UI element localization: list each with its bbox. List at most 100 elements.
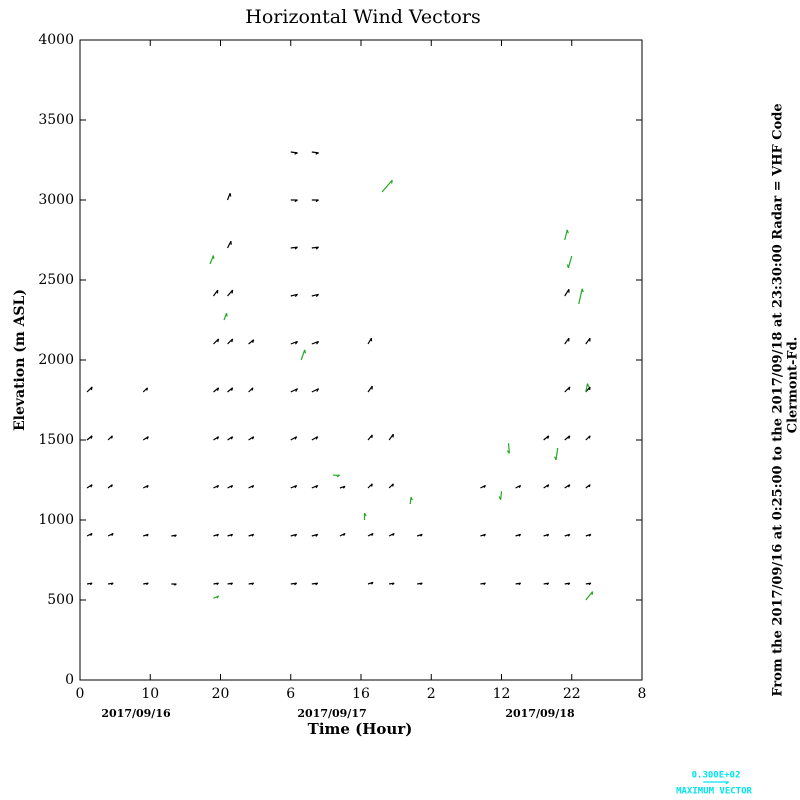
wind-vector bbox=[543, 533, 550, 537]
wind-vector bbox=[543, 435, 550, 441]
wind-vector bbox=[213, 338, 220, 345]
wind-vector bbox=[417, 582, 423, 586]
wind-vector bbox=[480, 533, 486, 537]
wind-vector bbox=[409, 496, 413, 505]
wind-vector bbox=[248, 387, 254, 393]
max-vector bbox=[703, 781, 730, 785]
max-vector-caption: MAXIMUM VECTOR bbox=[676, 787, 752, 797]
wind-vector bbox=[367, 337, 373, 345]
wind-vector bbox=[585, 591, 594, 601]
wind-vector bbox=[578, 288, 584, 305]
y-tick-label: 3500 bbox=[38, 112, 74, 128]
wind-vector bbox=[515, 582, 522, 586]
chart-title: Horizontal Wind Vectors bbox=[245, 6, 480, 28]
wind-vector bbox=[142, 436, 149, 441]
wind-vector bbox=[290, 582, 298, 586]
wind-vector bbox=[108, 582, 114, 586]
wind-vector bbox=[227, 289, 234, 297]
date-label: 2017/09/17 bbox=[297, 707, 366, 720]
wind-vector bbox=[290, 484, 298, 489]
wind-vector bbox=[290, 293, 298, 298]
wind-vector bbox=[585, 383, 590, 393]
wind-vector bbox=[248, 582, 255, 586]
wind-vector bbox=[290, 340, 299, 345]
wind-vector bbox=[300, 349, 307, 361]
wind-vector bbox=[226, 192, 232, 201]
wind-vector bbox=[480, 582, 486, 586]
wind-vector bbox=[585, 435, 591, 441]
wind-vector bbox=[107, 435, 113, 441]
wind-vector bbox=[367, 385, 373, 393]
wind-vector bbox=[311, 151, 319, 155]
x-tick-label: 20 bbox=[212, 686, 230, 702]
wind-vector bbox=[554, 447, 559, 461]
wind-vector bbox=[86, 532, 93, 537]
wind-vector bbox=[515, 533, 522, 537]
side-text: From the 2017/09/16 at 0:25:00 to the 20… bbox=[771, 103, 786, 696]
wind-vector bbox=[543, 484, 550, 489]
x-tick-label: 6 bbox=[286, 686, 295, 702]
wind-vector bbox=[213, 436, 220, 441]
wind-vector bbox=[332, 474, 341, 478]
wind-vector bbox=[585, 533, 592, 537]
wind-vector bbox=[339, 532, 346, 537]
wind-vector bbox=[480, 484, 487, 489]
wind-vector bbox=[564, 435, 571, 441]
x-axis-label: Time (Hour) bbox=[308, 720, 413, 738]
wind-vector bbox=[290, 199, 298, 203]
wind-vector bbox=[564, 229, 569, 241]
wind-vector bbox=[107, 532, 114, 537]
wind-vector bbox=[339, 485, 346, 489]
x-tick-label: 12 bbox=[493, 686, 511, 702]
wind-vector bbox=[367, 483, 373, 489]
x-tick-label: 0 bbox=[76, 686, 85, 702]
y-tick-label: 0 bbox=[65, 672, 74, 688]
x-tick-label: 22 bbox=[563, 686, 581, 702]
wind-vector bbox=[227, 338, 234, 345]
wind-vector bbox=[142, 387, 149, 393]
wind-vector bbox=[212, 289, 219, 297]
x-tick-label: 16 bbox=[352, 686, 370, 702]
wind-vector bbox=[107, 484, 113, 489]
wind-vector bbox=[367, 532, 374, 537]
y-tick-label: 2000 bbox=[38, 352, 74, 368]
wind-vector bbox=[86, 582, 93, 586]
wind-vector bbox=[564, 533, 571, 537]
wind-vector bbox=[213, 387, 220, 393]
plot-frame bbox=[79, 39, 643, 681]
y-axis-label: Elevation (m ASL) bbox=[12, 289, 28, 431]
wind-vector bbox=[367, 581, 374, 585]
wind-vector bbox=[363, 512, 367, 520]
wind-vector bbox=[543, 582, 550, 586]
wind-vector bbox=[311, 533, 319, 537]
wind-vector bbox=[311, 436, 319, 441]
wind-vector bbox=[311, 293, 320, 298]
x-tick-label: 10 bbox=[141, 686, 159, 702]
wind-vector bbox=[585, 582, 592, 586]
wind-vector bbox=[227, 436, 234, 441]
wind-vector bbox=[248, 484, 255, 489]
wind-vector bbox=[367, 434, 373, 441]
wind-vector bbox=[311, 199, 319, 203]
wind-vector bbox=[564, 484, 571, 489]
wind-vector bbox=[143, 533, 149, 537]
wind-vector bbox=[171, 534, 177, 538]
wind-vector bbox=[171, 583, 177, 586]
wind-vector bbox=[142, 484, 149, 489]
max-vector-label: 0.300E+02 bbox=[692, 771, 741, 781]
x-tick-label: 2 bbox=[427, 686, 436, 702]
wind-vector bbox=[566, 255, 573, 269]
y-tick-label: 4000 bbox=[38, 32, 74, 48]
wind-vector bbox=[290, 388, 299, 393]
wind-vector bbox=[564, 288, 570, 297]
wind-vector bbox=[143, 582, 149, 586]
y-tick-label: 3000 bbox=[38, 192, 74, 208]
wind-vector bbox=[290, 436, 298, 441]
wind-vector bbox=[227, 387, 234, 393]
wind-vector bbox=[227, 533, 234, 537]
wind-vector bbox=[227, 484, 234, 489]
wind-vector bbox=[86, 484, 93, 489]
wind-vector bbox=[311, 246, 319, 250]
wind-vector bbox=[213, 595, 220, 599]
